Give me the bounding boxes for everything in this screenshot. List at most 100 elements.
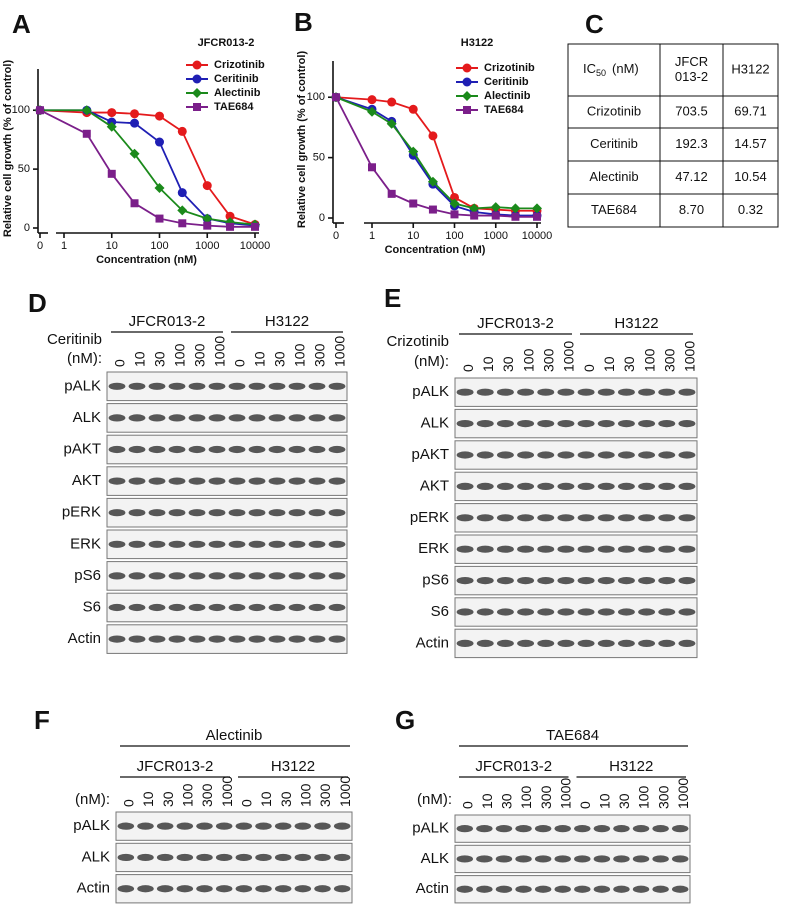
- band: [456, 451, 474, 459]
- band: [248, 572, 266, 580]
- group-label: JFCR013-2: [477, 315, 554, 332]
- band: [597, 388, 615, 396]
- band: [671, 885, 689, 893]
- band: [288, 509, 306, 517]
- marker: [450, 192, 459, 202]
- panel-label: D: [28, 288, 47, 318]
- marker: [130, 199, 139, 208]
- marker: [428, 205, 437, 214]
- band: [496, 388, 514, 396]
- band: [188, 603, 206, 612]
- band: [288, 445, 306, 454]
- band: [678, 514, 696, 522]
- band: [456, 514, 474, 522]
- series-line: [335, 96, 537, 210]
- dose-label: 10: [601, 356, 617, 372]
- blot-strip: [106, 624, 348, 654]
- band: [613, 885, 630, 893]
- cell-value: 8.70: [679, 202, 704, 217]
- band: [156, 885, 174, 893]
- marker: [202, 213, 213, 224]
- band: [117, 885, 135, 893]
- band: [638, 388, 656, 396]
- cell-value: 14.57: [734, 136, 767, 151]
- band: [577, 514, 595, 522]
- band: [248, 540, 266, 548]
- band: [128, 382, 146, 390]
- blot-strip: [115, 842, 353, 873]
- band: [537, 545, 555, 553]
- band: [476, 608, 494, 616]
- band: [108, 477, 126, 485]
- blot-strip: [454, 628, 698, 659]
- marker: [203, 221, 212, 230]
- marker: [177, 126, 187, 136]
- band: [496, 577, 514, 585]
- band: [188, 477, 206, 485]
- dose-label: 0: [581, 364, 597, 372]
- band: [188, 382, 206, 390]
- legend-label: TAE684: [484, 104, 524, 116]
- marker: [130, 118, 140, 128]
- drug-label: Crizotinib: [386, 333, 449, 350]
- band: [308, 603, 326, 612]
- ic-subscript: 50: [596, 68, 606, 78]
- band: [671, 825, 689, 833]
- blot-strip: [106, 497, 348, 528]
- band: [228, 635, 246, 643]
- marker: [107, 108, 117, 118]
- band: [156, 822, 174, 830]
- band: [678, 420, 696, 428]
- band: [658, 514, 676, 522]
- band: [148, 382, 166, 390]
- blot-strip: [106, 434, 348, 465]
- dose-label: 300: [655, 785, 671, 809]
- marker: [225, 211, 235, 221]
- marker: [81, 105, 92, 116]
- band: [638, 545, 656, 553]
- band: [456, 577, 474, 585]
- band: [208, 572, 226, 580]
- band: [208, 540, 226, 548]
- band: [517, 608, 535, 616]
- band: [658, 608, 676, 616]
- blot-strip: [454, 503, 698, 533]
- band: [496, 451, 514, 459]
- band: [678, 577, 696, 585]
- dose-label: 1000: [337, 776, 353, 807]
- row-label: pAKT: [63, 440, 101, 457]
- group-label: JFCR013-2: [475, 758, 552, 775]
- band: [333, 853, 351, 862]
- band: [517, 388, 535, 396]
- band: [228, 540, 246, 548]
- band: [328, 477, 346, 485]
- row-label: pALK: [412, 820, 449, 837]
- band: [537, 451, 555, 459]
- y-tick-label: 100: [307, 91, 325, 103]
- blot-strip: [454, 565, 698, 596]
- band: [108, 414, 126, 422]
- marker: [449, 198, 460, 209]
- band: [632, 885, 650, 893]
- band: [148, 414, 166, 422]
- band: [593, 885, 611, 893]
- band: [248, 509, 266, 517]
- band: [476, 577, 494, 585]
- marker: [428, 131, 438, 141]
- band: [188, 414, 206, 422]
- marker: [155, 214, 164, 223]
- blot-strip: [115, 811, 353, 841]
- band: [168, 382, 186, 390]
- legend-label: Alectinib: [214, 87, 261, 99]
- band: [128, 603, 146, 612]
- band: [638, 420, 656, 428]
- band: [328, 509, 346, 517]
- legend-marker: [462, 63, 472, 73]
- cell-value: 10.54: [734, 169, 767, 184]
- dose-label: 300: [312, 343, 328, 367]
- blot-strip: [106, 371, 348, 402]
- dose-label: 10: [132, 351, 148, 367]
- blot-strip: [106, 403, 348, 433]
- band: [328, 382, 346, 390]
- band: [176, 885, 194, 893]
